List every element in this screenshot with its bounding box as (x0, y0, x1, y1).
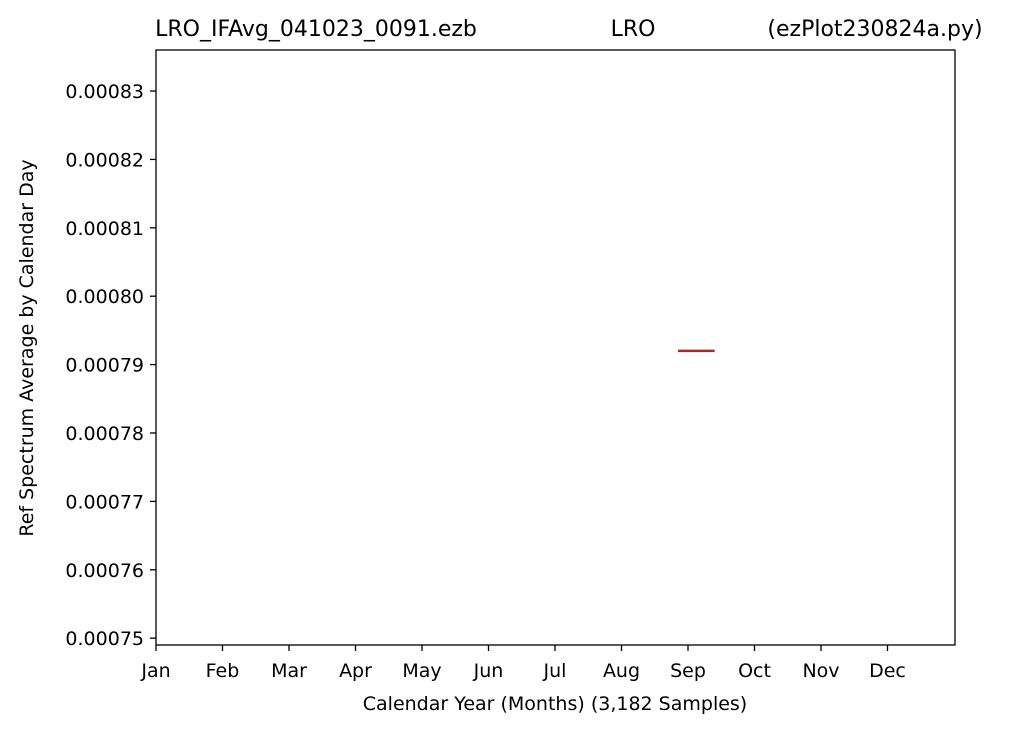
x-tick-label: Mar (271, 660, 307, 682)
y-tick-label: 0.00077 (65, 491, 144, 513)
x-tick-label: Oct (738, 660, 771, 682)
y-tick-label: 0.00083 (65, 81, 144, 103)
x-tick-label: Jan (140, 660, 170, 682)
y-tick-label: 0.00082 (65, 149, 144, 171)
chart-title-right: (ezPlot230824a.py) (767, 17, 982, 42)
x-tick-label: Sep (670, 660, 706, 682)
y-axis-ticks: 0.00075 0.00076 0.00077 0.00078 0.00079 0.000… (65, 81, 156, 650)
x-tick-label: Feb (206, 660, 240, 682)
x-tick-label: Jul (543, 660, 567, 682)
y-tick-label: 0.00081 (65, 218, 144, 240)
y-tick-label: 0.00080 (65, 286, 144, 308)
y-axis-label: Ref Spectrum Average by Calendar Day (16, 159, 38, 536)
chart-title-center: LRO (611, 17, 656, 42)
x-tick-label: Apr (339, 660, 372, 682)
x-tick-label: Dec (869, 660, 906, 682)
y-tick-label: 0.00076 (65, 560, 144, 582)
y-tick-label: 0.00079 (65, 355, 144, 377)
x-axis-label: Calendar Year (Months) (3,182 Samples) (363, 693, 747, 715)
x-axis-ticks: Jan Feb Mar Apr May Jun Jul Aug Sep Oct Nov Dec (140, 645, 906, 682)
x-tick-label: Jun (473, 660, 504, 682)
x-tick-label: May (402, 660, 441, 682)
plot-area-frame (155, 49, 956, 646)
chart-title-left: LRO_IFAvg_041023_0091.ezb (155, 17, 477, 42)
y-tick-label: 0.00078 (65, 423, 144, 445)
x-tick-label: Nov (802, 660, 839, 682)
x-tick-label: Aug (603, 660, 640, 682)
y-tick-label: 0.00075 (65, 628, 144, 650)
